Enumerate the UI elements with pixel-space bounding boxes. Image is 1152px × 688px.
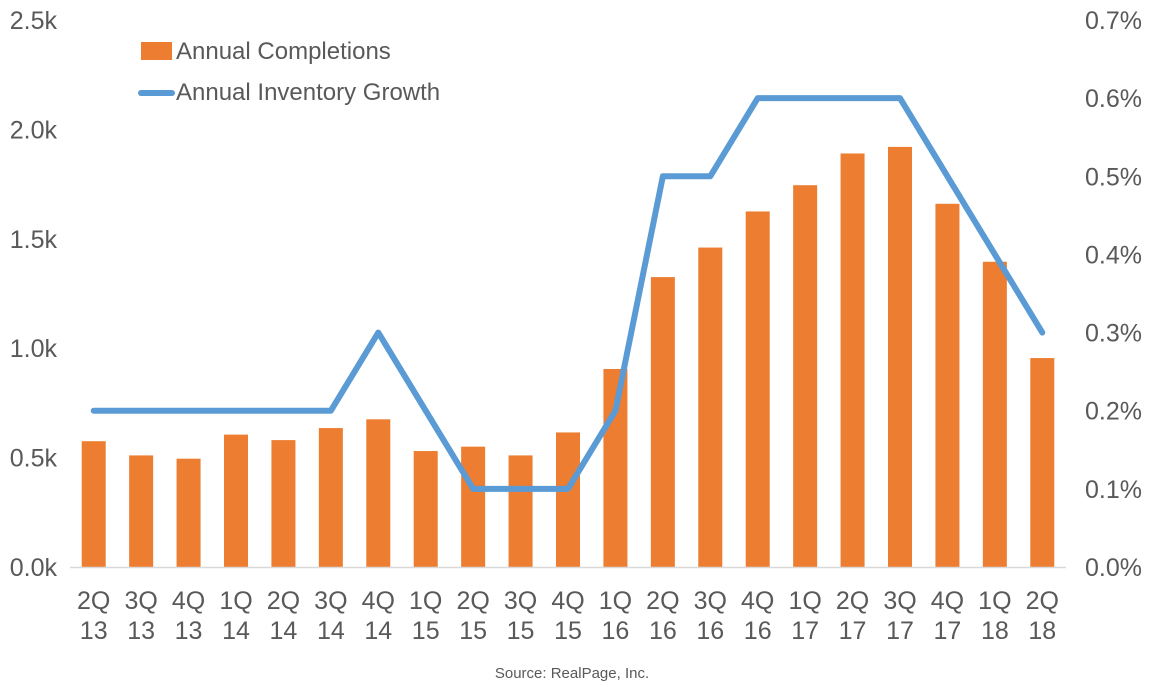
x-tick-label: 4Q 15	[551, 587, 584, 645]
bar-15	[793, 185, 818, 567]
right-tick-label: 0.6%	[1085, 85, 1142, 113]
bar-1	[129, 455, 154, 567]
x-tick-label: 4Q 14	[362, 587, 395, 645]
right-tick-label: 0.4%	[1085, 241, 1142, 269]
x-tick-label: 2Q 16	[646, 587, 679, 645]
left-tick-label: 2.0k	[10, 116, 58, 144]
x-tick-label: 4Q 17	[931, 587, 964, 645]
bar-7	[413, 451, 438, 567]
x-tick-label: 2Q 15	[456, 587, 489, 645]
left-tick-label: 2.5k	[10, 7, 58, 35]
bar-19	[982, 261, 1007, 567]
x-tick-label: 1Q 18	[978, 587, 1011, 645]
legend-growth-label: Annual Inventory Growth	[176, 79, 440, 106]
legend-completions-label: Annual Completions	[176, 38, 391, 65]
x-tick-label: 3Q 13	[124, 587, 157, 645]
bar-13	[698, 247, 723, 568]
x-axis-ticks: 2Q 13 3Q 13 4Q 13 1Q 14 2Q 14 3Q 14 4Q 14 1Q 15 2Q 15 3Q 15…	[77, 587, 1059, 645]
x-tick-label: 3Q 17	[883, 587, 916, 645]
source-note: Source: RealPage, Inc.	[495, 665, 649, 682]
x-tick-label: 2Q 14	[267, 587, 300, 645]
completions-bars	[81, 146, 1055, 568]
bar-0	[81, 441, 106, 567]
bar-5	[318, 428, 343, 567]
x-tick-label: 3Q 15	[504, 587, 537, 645]
right-axis-ticks: 0.0% 0.1% 0.2% 0.3% 0.4% 0.5% 0.6% 0.7%	[1085, 7, 1142, 582]
x-tick-label: 2Q 18	[1026, 587, 1059, 645]
x-tick-label: 1Q 14	[219, 587, 252, 645]
left-tick-label: 0.5k	[10, 445, 58, 473]
x-tick-label: 1Q 16	[599, 587, 632, 645]
bar-14	[745, 211, 770, 567]
x-tick-label: 3Q 14	[314, 587, 347, 645]
x-tick-label: 2Q 17	[836, 587, 869, 645]
left-axis-ticks: 0.0k 0.5k 1.0k 1.5k 2.0k 2.5k	[10, 7, 58, 582]
x-tick-label: 2Q 13	[77, 587, 110, 645]
left-tick-label: 1.0k	[10, 335, 58, 363]
x-tick-label: 1Q 17	[788, 587, 821, 645]
bar-20	[1030, 358, 1055, 567]
right-tick-label: 0.7%	[1085, 7, 1142, 35]
left-tick-label: 0.0k	[10, 554, 58, 582]
bar-8	[461, 446, 486, 567]
bar-12	[650, 277, 675, 567]
inventory-growth-line	[90, 95, 1046, 492]
bar-18	[935, 203, 960, 568]
legend-completions-swatch	[141, 42, 172, 60]
bar-16	[840, 153, 865, 567]
x-tick-label: 4Q 13	[172, 587, 205, 645]
x-tick-label: 3Q 16	[694, 587, 727, 645]
legend: Annual Completions Annual Inventory Grow…	[138, 38, 440, 106]
x-tick-label: 1Q 15	[409, 587, 442, 645]
right-tick-label: 0.3%	[1085, 320, 1142, 348]
right-tick-label: 0.5%	[1085, 163, 1142, 191]
right-tick-label: 0.0%	[1085, 554, 1142, 582]
bar-10	[556, 432, 580, 567]
bar-6	[366, 419, 391, 567]
bar-4	[271, 440, 296, 567]
bar-2	[176, 458, 201, 567]
x-tick-label: 4Q 16	[741, 587, 774, 645]
left-tick-label: 1.5k	[10, 226, 58, 254]
right-tick-label: 0.1%	[1085, 476, 1142, 504]
right-tick-label: 0.2%	[1085, 398, 1142, 426]
bar-9	[508, 455, 533, 567]
bar-17	[888, 146, 912, 567]
bar-3	[224, 434, 248, 567]
